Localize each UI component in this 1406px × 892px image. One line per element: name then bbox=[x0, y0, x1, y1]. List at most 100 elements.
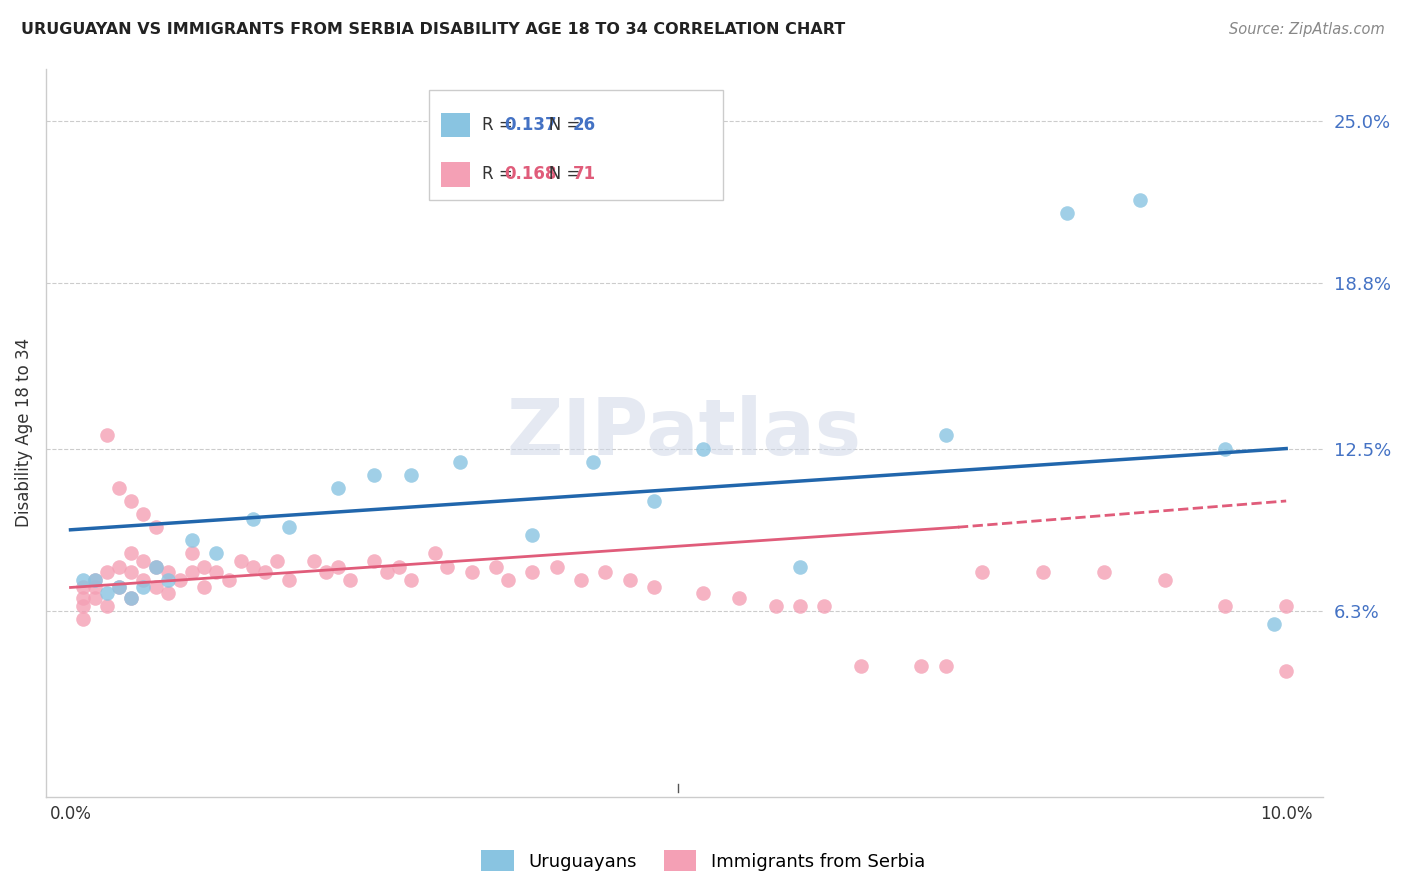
Point bbox=[1275, 599, 1298, 613]
Text: N =: N = bbox=[533, 116, 586, 134]
Point bbox=[595, 565, 617, 579]
Point bbox=[849, 659, 872, 673]
Point bbox=[145, 581, 167, 595]
Point bbox=[910, 659, 932, 673]
Point bbox=[789, 559, 811, 574]
Point bbox=[181, 565, 204, 579]
Point bbox=[643, 494, 665, 508]
Point bbox=[120, 591, 142, 605]
Point bbox=[181, 533, 204, 548]
Point bbox=[181, 546, 204, 560]
Point bbox=[972, 565, 994, 579]
Point bbox=[546, 559, 568, 574]
Point bbox=[120, 494, 142, 508]
Point bbox=[485, 559, 508, 574]
Text: 0.137: 0.137 bbox=[503, 116, 557, 134]
Point bbox=[302, 554, 325, 568]
Text: URUGUAYAN VS IMMIGRANTS FROM SERBIA DISABILITY AGE 18 TO 34 CORRELATION CHART: URUGUAYAN VS IMMIGRANTS FROM SERBIA DISA… bbox=[21, 22, 845, 37]
Point bbox=[132, 573, 155, 587]
Point bbox=[193, 581, 215, 595]
Point bbox=[205, 565, 228, 579]
Point bbox=[218, 573, 240, 587]
Point bbox=[1056, 205, 1078, 219]
Point bbox=[193, 559, 215, 574]
Point bbox=[156, 573, 179, 587]
Point bbox=[156, 565, 179, 579]
Text: 26: 26 bbox=[574, 116, 596, 134]
Point bbox=[72, 612, 94, 626]
Point bbox=[460, 565, 482, 579]
Text: Source: ZipAtlas.com: Source: ZipAtlas.com bbox=[1229, 22, 1385, 37]
Point bbox=[83, 581, 105, 595]
Point bbox=[363, 467, 385, 482]
Point bbox=[96, 585, 118, 599]
Point bbox=[120, 546, 142, 560]
Text: R =: R = bbox=[482, 165, 517, 183]
Point bbox=[83, 573, 105, 587]
Text: 71: 71 bbox=[574, 165, 596, 183]
Point bbox=[120, 591, 142, 605]
Point bbox=[145, 520, 167, 534]
Point bbox=[96, 599, 118, 613]
Point bbox=[72, 599, 94, 613]
Point bbox=[278, 573, 301, 587]
Point bbox=[315, 565, 337, 579]
Point bbox=[145, 559, 167, 574]
Point bbox=[692, 585, 714, 599]
Point bbox=[1215, 442, 1237, 456]
Legend: Uruguayans, Immigrants from Serbia: Uruguayans, Immigrants from Serbia bbox=[474, 843, 932, 879]
Point bbox=[692, 442, 714, 456]
Point bbox=[242, 512, 264, 526]
Point bbox=[83, 573, 105, 587]
Point bbox=[145, 559, 167, 574]
Point bbox=[1153, 573, 1175, 587]
Point bbox=[728, 591, 751, 605]
Point bbox=[813, 599, 835, 613]
Point bbox=[643, 581, 665, 595]
Point bbox=[399, 573, 422, 587]
Point bbox=[1263, 617, 1285, 632]
Point bbox=[83, 591, 105, 605]
Point bbox=[375, 565, 398, 579]
Point bbox=[935, 428, 957, 442]
Point bbox=[363, 554, 385, 568]
Point bbox=[339, 573, 361, 587]
Point bbox=[522, 565, 544, 579]
Point bbox=[169, 573, 191, 587]
Point bbox=[388, 559, 411, 574]
Point bbox=[582, 455, 605, 469]
Point bbox=[399, 467, 422, 482]
Point bbox=[522, 528, 544, 542]
Point bbox=[935, 659, 957, 673]
Point bbox=[278, 520, 301, 534]
Point bbox=[108, 581, 131, 595]
Point bbox=[436, 559, 458, 574]
Point bbox=[1129, 193, 1152, 207]
Point bbox=[1215, 599, 1237, 613]
Point bbox=[72, 591, 94, 605]
Point bbox=[253, 565, 276, 579]
Point bbox=[1275, 665, 1298, 679]
Point bbox=[496, 573, 519, 587]
Point bbox=[120, 565, 142, 579]
Point bbox=[569, 573, 592, 587]
Point bbox=[449, 455, 471, 469]
Point bbox=[266, 554, 288, 568]
Point bbox=[132, 581, 155, 595]
Point bbox=[132, 507, 155, 521]
Point bbox=[765, 599, 787, 613]
Text: 0.168: 0.168 bbox=[503, 165, 557, 183]
Point bbox=[108, 481, 131, 495]
Point bbox=[132, 554, 155, 568]
Point bbox=[96, 565, 118, 579]
Point bbox=[156, 585, 179, 599]
Point bbox=[326, 481, 349, 495]
Text: ZIPatlas: ZIPatlas bbox=[508, 395, 862, 471]
Point bbox=[205, 546, 228, 560]
Point bbox=[789, 599, 811, 613]
Point bbox=[96, 428, 118, 442]
Y-axis label: Disability Age 18 to 34: Disability Age 18 to 34 bbox=[15, 338, 32, 527]
Point bbox=[1032, 565, 1054, 579]
Point bbox=[619, 573, 641, 587]
Point bbox=[229, 554, 252, 568]
